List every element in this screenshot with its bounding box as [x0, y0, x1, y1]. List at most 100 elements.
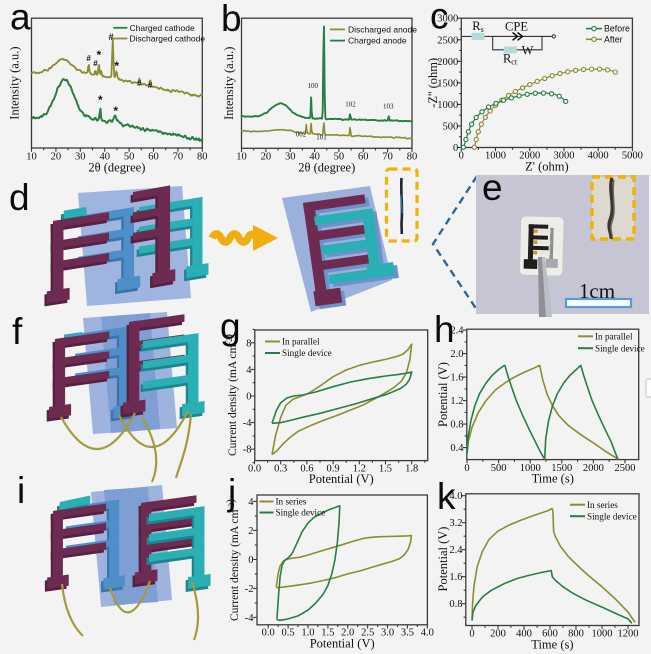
svg-text:2.0: 2.0: [341, 628, 354, 639]
svg-text:1.5: 1.5: [379, 464, 392, 475]
svg-text:0.9: 0.9: [327, 464, 340, 475]
svg-text:0.4: 0.4: [450, 443, 464, 454]
svg-text:0.5: 0.5: [282, 628, 295, 639]
svg-text:60: 60: [148, 152, 159, 163]
svg-text:Current density (mA cm-2): Current density (mA cm-2): [225, 499, 241, 621]
svg-text:2θ (degree): 2θ (degree): [88, 161, 145, 175]
svg-text:Current density (mA cm-2): Current density (mA cm-2): [223, 334, 239, 456]
svg-text:g: g: [220, 306, 241, 347]
svg-text:3000: 3000: [553, 151, 574, 162]
svg-text:-4: -4: [245, 613, 254, 624]
svg-text:#: #: [148, 81, 153, 90]
svg-text:8: 8: [246, 338, 251, 349]
svg-text:0: 0: [464, 463, 469, 474]
svg-text:*: *: [98, 93, 103, 107]
svg-text:0.8: 0.8: [449, 599, 462, 610]
svg-text:-Z'' (ohm): -Z'' (ohm): [426, 58, 440, 108]
svg-text:200: 200: [490, 629, 506, 640]
svg-text:0.8: 0.8: [450, 420, 463, 431]
svg-text:0.0: 0.0: [248, 464, 261, 475]
svg-text:4.0: 4.0: [449, 491, 462, 502]
svg-text:#: #: [86, 54, 91, 63]
svg-text:#: #: [109, 32, 114, 42]
svg-text:3000: 3000: [437, 14, 458, 25]
svg-text:*: *: [113, 104, 118, 118]
svg-text:Time (s): Time (s): [531, 638, 573, 652]
svg-text:In series: In series: [276, 497, 307, 507]
svg-text:*: *: [97, 48, 102, 62]
svg-text:d: d: [9, 177, 30, 218]
svg-text:c: c: [430, 0, 449, 37]
svg-text:80: 80: [197, 152, 208, 163]
svg-text:a: a: [10, 0, 31, 38]
svg-text:2: 2: [248, 526, 253, 537]
svg-text:80: 80: [407, 152, 418, 163]
svg-text:2.5: 2.5: [361, 628, 374, 639]
svg-text:60: 60: [358, 152, 369, 163]
svg-text:30: 30: [285, 152, 296, 163]
svg-text:2000: 2000: [519, 151, 540, 162]
svg-text:f: f: [12, 311, 23, 352]
svg-text:2500: 2500: [437, 35, 458, 46]
svg-text:1000: 1000: [437, 100, 458, 111]
svg-text:4.0: 4.0: [421, 628, 434, 639]
svg-text:0: 0: [459, 151, 464, 162]
svg-text:0.6: 0.6: [300, 464, 313, 475]
svg-text:-8: -8: [243, 445, 252, 456]
svg-text:0.0: 0.0: [262, 628, 275, 639]
svg-text:2.4: 2.4: [449, 545, 463, 556]
svg-text:W: W: [522, 44, 534, 58]
svg-text:10: 10: [236, 152, 247, 163]
svg-text:1.0: 1.0: [301, 628, 314, 639]
svg-text:-4: -4: [243, 418, 252, 429]
svg-text:2500: 2500: [615, 463, 636, 474]
svg-text:70: 70: [382, 152, 393, 163]
svg-text:1.5: 1.5: [321, 628, 334, 639]
svg-text:Z' (ohm): Z' (ohm): [525, 160, 569, 174]
svg-text:1.2: 1.2: [450, 396, 463, 407]
svg-text:j: j: [227, 472, 236, 513]
svg-text:After: After: [604, 34, 623, 44]
svg-text:0: 0: [248, 555, 253, 566]
svg-text:50: 50: [334, 152, 345, 163]
svg-text:Before: Before: [604, 24, 630, 34]
svg-text:Single device: Single device: [282, 348, 332, 358]
svg-text:10: 10: [26, 152, 37, 163]
svg-text:1000: 1000: [520, 463, 541, 474]
svg-text:1.2: 1.2: [353, 464, 366, 475]
svg-text:CPE: CPE: [505, 20, 528, 34]
svg-text:Potential (V): Potential (V): [310, 637, 375, 651]
svg-text:-2: -2: [245, 584, 254, 595]
svg-text:3.2: 3.2: [449, 518, 462, 529]
svg-text:In series: In series: [587, 500, 618, 510]
svg-text:Discharged cathode: Discharged cathode: [130, 34, 206, 44]
svg-text:100: 100: [308, 82, 319, 90]
svg-text:30: 30: [75, 152, 86, 163]
svg-text:Single device: Single device: [276, 508, 326, 518]
svg-text:Charged cathode: Charged cathode: [130, 23, 195, 33]
svg-text:In parallel: In parallel: [595, 331, 633, 341]
svg-text:h: h: [434, 309, 455, 350]
svg-text:Rs: Rs: [472, 19, 483, 34]
svg-text:1500: 1500: [437, 78, 458, 89]
svg-text:102: 102: [345, 101, 356, 109]
svg-text:20: 20: [51, 152, 62, 163]
svg-text:1200: 1200: [618, 629, 639, 640]
svg-text:3.0: 3.0: [381, 628, 394, 639]
svg-text:Potential (V): Potential (V): [436, 527, 450, 592]
svg-text:#: #: [137, 79, 142, 88]
svg-text:1.6: 1.6: [450, 373, 463, 384]
svg-text:20: 20: [261, 152, 272, 163]
svg-text:Discharged anode: Discharged anode: [348, 24, 417, 34]
svg-text:Charged anode: Charged anode: [348, 36, 407, 46]
svg-text:2.0: 2.0: [450, 349, 463, 360]
svg-text:500: 500: [491, 463, 507, 474]
svg-text:600: 600: [542, 629, 558, 640]
svg-text:002: 002: [296, 131, 307, 139]
svg-text:70: 70: [173, 152, 184, 163]
svg-text:e: e: [482, 167, 503, 208]
svg-text:Single device: Single device: [587, 511, 637, 521]
svg-text:5000: 5000: [622, 151, 643, 162]
svg-text:i: i: [17, 470, 25, 511]
svg-text:1000: 1000: [592, 629, 613, 640]
